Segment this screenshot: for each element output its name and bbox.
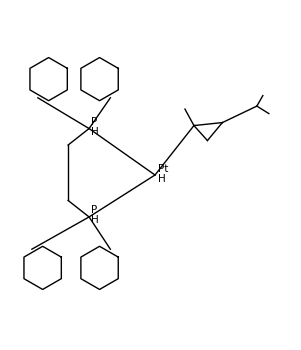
Text: P: P xyxy=(92,205,98,216)
Text: H: H xyxy=(92,127,99,137)
Text: Pt: Pt xyxy=(158,163,168,174)
Text: H: H xyxy=(92,215,99,225)
Text: H: H xyxy=(158,174,166,184)
Text: P: P xyxy=(92,117,98,127)
